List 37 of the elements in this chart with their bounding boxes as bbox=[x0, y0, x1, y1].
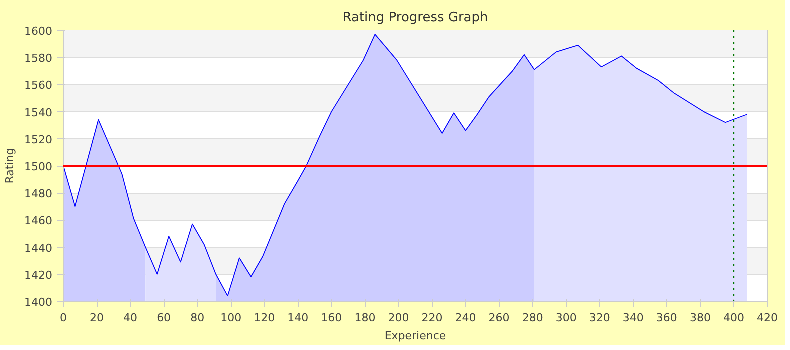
y-tick-label: 1420 bbox=[24, 268, 53, 282]
x-tick-label: 280 bbox=[522, 312, 544, 324]
line-series bbox=[64, 34, 748, 297]
x-tick-label: 0 bbox=[60, 312, 67, 324]
x-tick-label: 180 bbox=[354, 312, 376, 324]
x-tick-label: 40 bbox=[124, 312, 138, 324]
chart-title: Rating Progress Graph bbox=[342, 10, 488, 26]
y-tick-label: 1480 bbox=[24, 188, 53, 201]
x-tick-label: 160 bbox=[321, 312, 342, 324]
x-tick-label: 240 bbox=[455, 312, 476, 324]
x-tick-label: 260 bbox=[488, 312, 510, 324]
x-axis-title: Experience bbox=[384, 330, 446, 342]
x-tick-label: 100 bbox=[220, 312, 242, 324]
y-tick-label: 1460 bbox=[24, 214, 53, 228]
y-tick-label: 1560 bbox=[24, 79, 53, 92]
y-tick-label: 1540 bbox=[24, 106, 53, 120]
y-axis-title: Rating bbox=[4, 148, 17, 184]
x-tick-label: 380 bbox=[690, 312, 711, 324]
y-tick-label: 1580 bbox=[24, 52, 53, 66]
x-tick-label: 80 bbox=[190, 312, 205, 324]
x-tick-label: 200 bbox=[388, 312, 410, 324]
x-tick-label: 120 bbox=[254, 312, 276, 324]
x-tick-label: 140 bbox=[288, 312, 309, 324]
y-tick-label: 1400 bbox=[24, 296, 53, 309]
x-tick-label: 300 bbox=[556, 312, 577, 324]
y-tick-label: 1600 bbox=[24, 25, 53, 38]
x-tick-label: 420 bbox=[757, 312, 778, 324]
x-tick-label: 340 bbox=[622, 312, 644, 324]
y-tick-label: 1520 bbox=[24, 133, 53, 146]
x-tick-label: 60 bbox=[157, 312, 172, 324]
y-tick-label: 1500 bbox=[24, 160, 53, 174]
x-tick-label: 400 bbox=[723, 312, 744, 324]
y-tick-label: 1440 bbox=[24, 242, 53, 255]
x-tick-label: 360 bbox=[656, 312, 678, 324]
x-tick-label: 220 bbox=[422, 312, 443, 324]
x-tick-label: 320 bbox=[589, 312, 610, 324]
x-tick-label: 20 bbox=[90, 312, 104, 324]
